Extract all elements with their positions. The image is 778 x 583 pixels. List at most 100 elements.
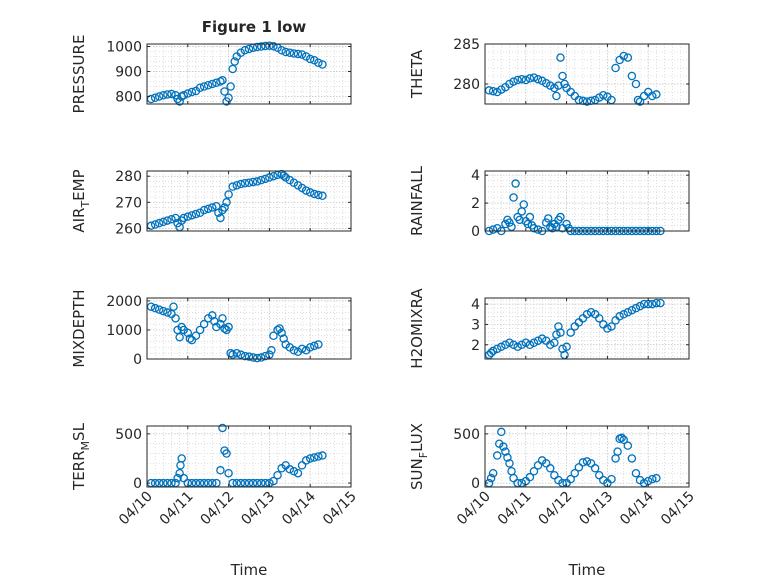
panel-6: 2 3 4 H2OMIXRA [408, 288, 690, 369]
panel-6-data-point [529, 338, 539, 347]
panel-5: 0 1000 2000 MIXDEPTH [70, 289, 352, 368]
panel-4-axes-box [484, 170, 690, 232]
panel-8-data-point [631, 468, 641, 478]
panel-7-data-point [297, 461, 307, 470]
panel-7-xtick-label: 04/15 [320, 489, 360, 529]
panel-2-data-point [497, 85, 506, 94]
panel-6-data-point [525, 340, 535, 350]
panel-1-data-point [195, 83, 205, 93]
panel-1-data-point [228, 64, 237, 74]
panel-8-data-point [541, 459, 551, 468]
panel-8-data-point [619, 435, 628, 445]
panel-3-data-point [183, 212, 193, 221]
panel-1-data-point [293, 49, 303, 59]
panel-6-data-point [594, 314, 604, 323]
panel-6-data-point [631, 303, 641, 313]
panel-8-data-point [505, 459, 514, 468]
panel-2-data-point [623, 53, 633, 62]
panel-5-data-point [183, 328, 193, 338]
panel-1-plot-area [147, 44, 351, 104]
panel-7-data-point [289, 467, 299, 476]
panel-8-ylabel: SUNFLUX [408, 423, 430, 490]
panel-8-data-point [501, 447, 510, 456]
panel-8-ytick-label: 0 [471, 476, 480, 492]
panel-3-data-point [279, 171, 288, 180]
panel-2-ytick-label: 280 [453, 77, 480, 93]
panel-6-ytick-label: 4 [471, 297, 480, 313]
panel-8-data-point [652, 473, 661, 483]
panel-1-data-point [244, 44, 254, 54]
panel-5-data-point [275, 324, 284, 333]
panel-3-data-point [269, 171, 278, 181]
panel-2-data-point [492, 87, 502, 97]
panel-5-data-point [232, 348, 242, 358]
panel-2-data-point [558, 71, 567, 81]
panel-6-ylabel: H2OMIXRA [408, 288, 426, 369]
panel-8-data-point [594, 470, 604, 480]
panel-6-data-point [582, 310, 592, 319]
panel-6-ytick-label: 2 [471, 338, 480, 354]
panel-4-data-point [505, 218, 514, 227]
panel-6-data-point [505, 338, 514, 347]
panel-8-data-point [533, 461, 543, 470]
panel-6-data-point [521, 338, 531, 347]
panel-8-data-point [590, 464, 600, 473]
panel-5-data-point [199, 319, 209, 329]
panel-5-data-point [244, 352, 254, 361]
panel-3-data-point [305, 188, 315, 197]
panel-5-ytick-label: 1000 [106, 323, 142, 339]
panel-2-plot-area [485, 44, 689, 104]
panel-8-data-point [578, 458, 588, 467]
panel-1: 800 900 1000 PRESSURE [70, 35, 352, 113]
panel-1-axes-box [146, 43, 352, 105]
panel-1-data-point [314, 58, 323, 68]
panel-1-data-point [318, 60, 327, 69]
panel-2-data-point [552, 91, 561, 101]
panel-7-ytick-label: 0 [133, 476, 142, 492]
panel-1-data-point [187, 87, 197, 97]
panel-5-data-point [305, 343, 315, 352]
panel-5-data-point [228, 350, 237, 359]
panel-1-data-point [240, 46, 250, 55]
panel-3: 260 270 280 AIRTEMP [70, 169, 352, 237]
panel-5-data-point [220, 324, 229, 333]
panel-3-data-point [310, 189, 319, 199]
panel-4-data-point [515, 215, 524, 225]
panel-8-data-point [607, 474, 616, 484]
panel-6-data-point [586, 307, 596, 317]
panel-7-xtick-label: 04/10 [116, 489, 156, 529]
panel-8-data-point [525, 472, 535, 482]
panel-1-data-point [256, 42, 266, 51]
panel-8-xtick-label: 04/10 [454, 489, 494, 529]
panel-3-data-point [159, 217, 168, 227]
panel-5-ytick-label: 0 [133, 352, 142, 368]
panel-7-xtick-label: 04/12 [198, 489, 238, 529]
panel-5-data-point [277, 328, 286, 338]
panel-6-data-point [648, 299, 657, 309]
panel-7-data-point [218, 423, 227, 433]
panel-6-data-point [656, 298, 665, 308]
panel-3-series [146, 169, 327, 232]
panel-2-data-point [599, 90, 608, 100]
panel-6-data-point [627, 305, 637, 315]
panel-6-data-point [552, 330, 561, 339]
panel-1-data-point [226, 82, 235, 91]
panel-5-data-point [163, 308, 172, 317]
panel-1-data-point [154, 92, 164, 101]
panel-4: 0 2 4 RAINFALL [408, 165, 690, 240]
panel-7-axes-box [146, 425, 352, 488]
panel-5-data-point [218, 314, 227, 323]
panel-4-data-point [548, 223, 557, 233]
panel-3-ytick-label: 270 [115, 195, 142, 211]
panel-1-data-point [199, 82, 209, 91]
panel-7-data-point [301, 456, 311, 465]
panel-1-data-point [203, 81, 213, 90]
panel-3-data-point [240, 179, 250, 188]
panel-3-data-point [220, 203, 229, 212]
panel-5-ylabel: MIXDEPTH [70, 289, 88, 367]
panel-7-plot-area [147, 426, 351, 487]
panel-1-data-point [220, 87, 229, 96]
panel-3-data-point [228, 182, 237, 191]
panel-4-data-point [509, 193, 518, 202]
panel-3-plot-area [147, 171, 351, 231]
